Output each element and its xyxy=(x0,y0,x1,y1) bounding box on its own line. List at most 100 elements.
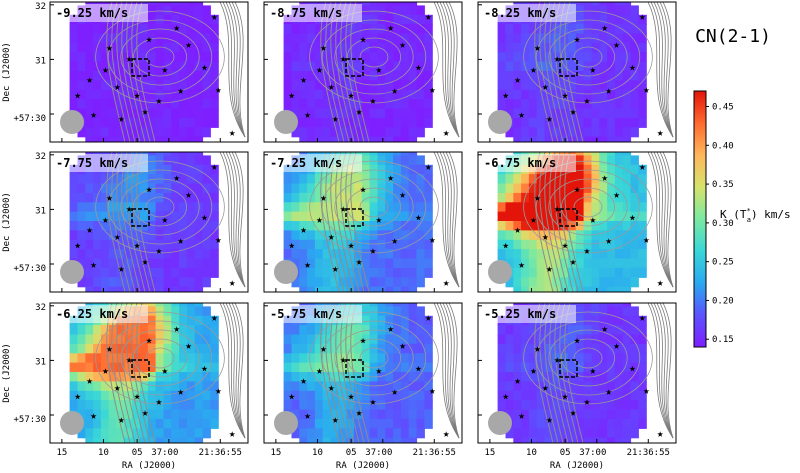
heatmap-cell xyxy=(291,249,300,260)
heatmap-cell xyxy=(544,372,553,382)
heatmap-cell xyxy=(202,409,211,420)
heatmap-cell xyxy=(210,202,219,213)
heatmap-cell xyxy=(552,286,561,292)
heatmap-cell xyxy=(528,390,538,401)
heatmap-cell xyxy=(513,80,522,91)
heatmap-cell xyxy=(385,428,394,439)
heatmap-cell xyxy=(521,258,530,269)
heatmap-cell xyxy=(346,117,355,128)
y-tick-label: 32 xyxy=(35,303,46,313)
heatmap-cell xyxy=(116,239,125,250)
heatmap-cell xyxy=(536,136,546,142)
heatmap-cell xyxy=(100,71,110,81)
channel-panel: ★★★★★ ★★★★★★★★★★★★★★★-7.75 km/s xyxy=(49,151,249,293)
contour-line xyxy=(95,10,225,104)
heatmap-cell xyxy=(314,221,324,231)
heatmap-cell xyxy=(299,343,308,354)
contour-line xyxy=(145,196,175,218)
heatmap-cell xyxy=(322,183,332,194)
heatmap-cell xyxy=(583,42,592,53)
star-marker: ★ xyxy=(629,210,636,223)
heatmap-cell xyxy=(513,353,522,364)
heatmap-cell xyxy=(194,334,204,345)
contour-line xyxy=(107,320,213,396)
heatmap-cell xyxy=(513,183,522,194)
contour-line xyxy=(132,37,187,77)
heatmap-cell xyxy=(568,117,577,128)
heatmap-cell xyxy=(171,400,180,411)
x-tick-label: 15 xyxy=(270,448,281,458)
heatmap-cell xyxy=(599,108,608,119)
heatmap-cell xyxy=(210,230,219,241)
star-marker: ★ xyxy=(605,234,612,247)
heatmap-cell xyxy=(124,437,133,443)
heatmap-cell xyxy=(599,303,608,307)
heatmap-cell xyxy=(521,437,530,443)
heatmap-cell xyxy=(85,372,94,382)
heatmap-cell xyxy=(377,211,386,222)
heatmap-cell xyxy=(361,258,371,269)
star-marker: ★ xyxy=(162,364,169,377)
heatmap-cell xyxy=(194,390,204,401)
heatmap-cell xyxy=(354,127,363,138)
heatmap-cell xyxy=(591,80,600,91)
heatmap-cell xyxy=(599,277,608,288)
heatmap-cell xyxy=(69,89,78,100)
heatmap-cell xyxy=(147,372,157,382)
heatmap-cell xyxy=(369,428,378,439)
heatmap-cell xyxy=(583,80,592,91)
colorbar-label: K (T* a) km/s xyxy=(720,207,791,224)
heatmap-cell xyxy=(202,267,211,278)
star-marker: ★ xyxy=(643,384,650,397)
star-marker: ★ xyxy=(74,389,81,402)
heatmap-cell xyxy=(400,211,410,222)
heatmap-cell xyxy=(291,428,300,439)
heatmap-cell xyxy=(179,89,188,100)
heatmap-cell xyxy=(108,230,118,241)
heatmap-cell xyxy=(560,89,569,100)
heatmap-cell xyxy=(393,315,402,326)
heatmap-cell xyxy=(346,52,355,63)
heatmap-cell xyxy=(552,127,561,138)
star-marker: ★ xyxy=(316,63,323,76)
heatmap-cell xyxy=(591,306,600,317)
heatmap-cell xyxy=(638,221,647,231)
heatmap-cell xyxy=(416,221,425,231)
heatmap-cell xyxy=(369,334,378,345)
heatmap-cell xyxy=(202,202,211,213)
heatmap-cell xyxy=(552,230,561,241)
heatmap-cell xyxy=(607,174,616,185)
heatmap-cell xyxy=(513,221,522,231)
heatmap-cell xyxy=(338,381,347,392)
heatmap-cell xyxy=(330,239,339,250)
heatmap-cell xyxy=(77,183,86,194)
heatmap-cell xyxy=(591,362,600,373)
heatmap-cell xyxy=(416,211,425,222)
heatmap-cell xyxy=(163,99,172,110)
heatmap-cell xyxy=(614,306,624,317)
heatmap-cell xyxy=(505,33,514,44)
heatmap-cell xyxy=(630,258,639,269)
heatmap-cell xyxy=(163,343,172,354)
heatmap-cell xyxy=(591,372,600,382)
dashed-box xyxy=(559,58,578,77)
heatmap-cell xyxy=(299,61,308,72)
contour-line xyxy=(523,160,653,254)
heatmap-cell xyxy=(330,71,339,81)
heatmap-cell xyxy=(607,183,616,194)
heatmap-cell xyxy=(171,14,180,25)
heatmap-cell xyxy=(132,117,141,128)
heatmap-cell xyxy=(322,61,332,72)
contour-line xyxy=(234,152,246,288)
heatmap-cell xyxy=(124,221,133,231)
contour-line xyxy=(656,2,674,138)
heatmap-cell xyxy=(155,136,164,142)
contour-line xyxy=(231,303,246,439)
heatmap-cell xyxy=(361,428,371,439)
heatmap-cell xyxy=(140,33,149,44)
star-marker: ★ xyxy=(177,385,184,398)
heatmap-cell xyxy=(69,61,78,72)
heatmap-cell xyxy=(179,71,188,81)
heatmap-cell xyxy=(85,277,94,288)
heatmap-cell xyxy=(505,202,514,213)
